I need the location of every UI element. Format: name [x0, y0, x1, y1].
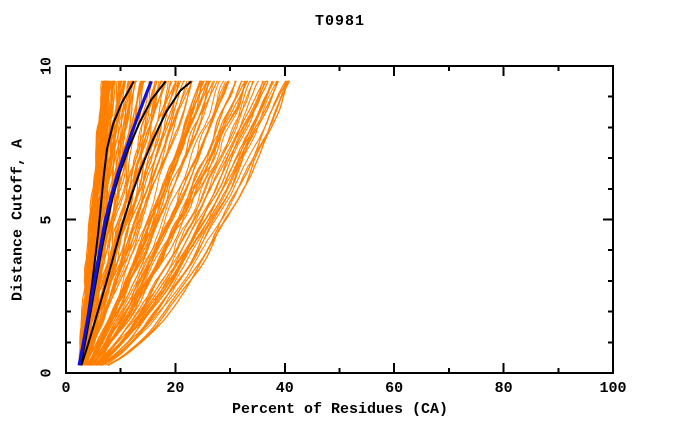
ensemble-curve [105, 80, 277, 366]
ensemble-curve [94, 80, 254, 366]
ensemble-curve [95, 81, 275, 366]
y-tick-label: 5 [38, 214, 56, 225]
ensemble-curve [88, 80, 214, 366]
ensemble-curve [91, 80, 237, 366]
ensemble-curve [107, 80, 290, 366]
ensemble-curve [99, 80, 287, 366]
ensemble-curve [96, 80, 279, 366]
highlight-blue-curve [77, 80, 153, 366]
ensemble-curve [89, 80, 209, 366]
ensemble-curve [87, 80, 203, 366]
x-tick-label: 20 [166, 380, 185, 397]
highlight-black-2-curve [79, 80, 167, 366]
ensemble-curve [85, 80, 212, 366]
ensemble-curve [100, 80, 274, 366]
ensemble-curve [107, 80, 290, 366]
ensemble-curve [101, 80, 265, 366]
ensemble-curve [91, 80, 215, 366]
x-tick-label: 60 [385, 380, 404, 397]
ensemble-curve [81, 80, 193, 366]
ensemble-curve [85, 80, 169, 366]
x-axis-label: Percent of Residues (CA) [231, 401, 449, 418]
ensemble-curve [82, 80, 188, 366]
ensemble-curve [91, 80, 230, 366]
x-tick-label: 80 [494, 380, 513, 397]
highlight-black-3-curve [80, 80, 192, 366]
ensemble-curve [92, 80, 264, 366]
ensemble-curve [88, 80, 221, 366]
ensemble-curve [79, 80, 108, 366]
y-tick-label: 10 [38, 56, 56, 76]
plot-title: T0981 [314, 13, 365, 30]
ensemble-curve [90, 80, 225, 366]
x-tick-label: 40 [275, 380, 294, 397]
ensemble-curve [100, 80, 278, 366]
x-tick-label: 100 [599, 380, 627, 397]
y-tick-label: 0 [38, 368, 56, 378]
ensemble-curve [80, 80, 109, 366]
ensemble-curve [80, 80, 157, 366]
ensemble-curve [95, 80, 259, 366]
ensemble-curve [97, 80, 269, 366]
x-tick-label: 0 [61, 380, 71, 397]
ensemble-curve [90, 80, 248, 366]
y-axis-label: Distance Cutoff, A [9, 138, 27, 302]
